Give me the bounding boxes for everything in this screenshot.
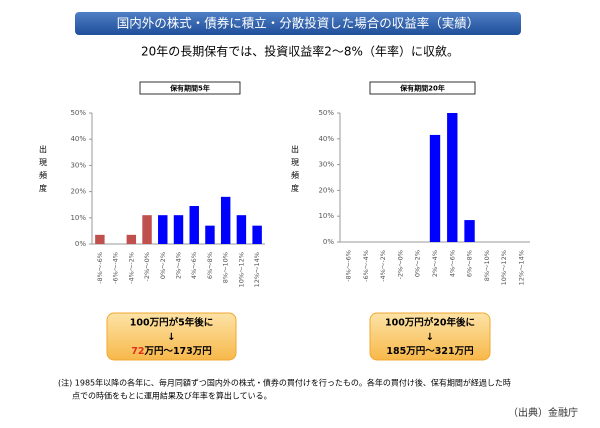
x-tick-label: 8%～10% [222, 252, 230, 283]
callout-arrow: ↓ [167, 332, 175, 343]
bar [95, 234, 105, 244]
callout-arrow: ↓ [426, 332, 434, 343]
x-tick-label: 8%～10% [483, 250, 491, 281]
x-tick-label: 2%～4% [431, 250, 439, 277]
x-tick-label: -2%～0% [143, 252, 151, 281]
y-axis-label: 出現頻度 [291, 144, 300, 197]
x-tick-label: -4%～-2% [379, 250, 387, 282]
subtitle: 20年の長期保有では、投資収益率2～8%（年率）に収斂。 [141, 44, 459, 59]
y-tick-label: 30% [318, 161, 334, 169]
callout-low: 185 [386, 346, 406, 357]
x-tick-label: 6%～8% [466, 250, 474, 277]
y-tick-label: 50% [70, 109, 86, 117]
y-axis-label: 出現頻度 [39, 144, 48, 197]
x-tick-label: -8%～-6% [345, 250, 353, 282]
x-tick-label: 0%～2% [414, 250, 422, 277]
bar [429, 134, 441, 242]
bar [464, 220, 475, 242]
bar [173, 215, 184, 244]
x-tick-label: 10%～12% [500, 250, 508, 285]
x-tick-label: 6%～8% [206, 252, 214, 279]
bar [447, 113, 458, 242]
y-tick-label: 40% [70, 135, 86, 143]
bar [158, 215, 168, 244]
callout-low: 72 [131, 346, 144, 357]
y-tick-label: 20% [318, 186, 334, 194]
bar [205, 225, 215, 244]
y-tick-label: 10% [70, 214, 86, 222]
callout-line: 100万円が5年後に [130, 317, 213, 329]
chart-title: 保有期間20年 [399, 84, 445, 93]
x-tick-label: -6%～-4% [112, 252, 120, 284]
note-line: (注) 1985年以降の各年に、毎月同額ずつ国内外の株式・債券の買付けを行ったも… [58, 378, 511, 388]
x-tick-label: -4%～-2% [127, 252, 135, 284]
callout-box [369, 312, 491, 361]
x-tick-label: 0%～2% [159, 252, 167, 279]
x-tick-label: 10%～12% [237, 252, 245, 287]
x-tick-label: -8%～-6% [96, 252, 104, 284]
callout-range: 185万円～321万円 [386, 346, 473, 357]
y-tick-label: 30% [70, 161, 86, 169]
x-tick-label: 12%～14% [517, 250, 525, 285]
notes: (注) 1985年以降の各年に、毎月同額ずつ国内外の株式・債券の買付けを行ったも… [58, 378, 511, 401]
bar [126, 234, 137, 244]
x-tick-label: 12%～14% [253, 252, 261, 287]
x-tick-label: -2%～0% [396, 250, 404, 279]
bar [189, 206, 199, 244]
chart-title-box [369, 81, 476, 95]
y-tick-label: 50% [318, 109, 334, 117]
callout-rest: 万円～321万円 [405, 346, 473, 357]
x-tick-label: 4%～6% [448, 250, 456, 277]
y-tick-label: 10% [318, 212, 334, 220]
bar [252, 225, 262, 244]
header-title: 国内外の株式・債券に積立・分散投資した場合の収益率（実績） [117, 16, 480, 31]
x-tick-label: 2%～4% [175, 252, 183, 279]
chart-title: 保有期間5年 [169, 84, 210, 93]
bar [236, 215, 247, 244]
y-tick-label: 40% [318, 135, 334, 143]
y-tick-label: 20% [70, 188, 86, 196]
chart-title-box [139, 81, 241, 95]
y-tick-label: 0% [323, 238, 334, 246]
callout-rest: 万円～173万円 [143, 346, 211, 357]
callout-line: 100万円が20年後に [385, 317, 475, 329]
callout-box [106, 312, 237, 361]
source: （出典）金融庁 [508, 406, 578, 419]
header-banner [75, 12, 521, 35]
x-tick-label: -6%～-4% [362, 250, 370, 282]
x-tick-label: 4%～6% [190, 252, 198, 279]
callout-range: 72万円～173万円 [131, 346, 212, 357]
note-line: 点での時価をもとに運用結果及び年率を算出している。 [72, 391, 272, 401]
bar [142, 215, 152, 244]
y-tick-label: 0% [75, 240, 86, 248]
bar [220, 196, 231, 244]
